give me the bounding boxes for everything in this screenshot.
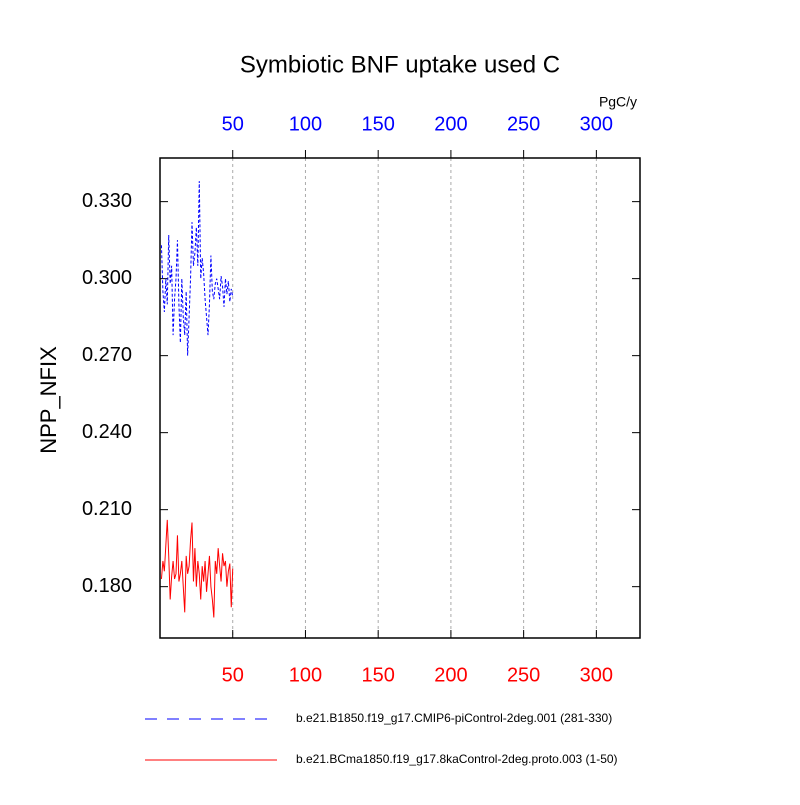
x-top-tick-label: 300	[580, 113, 613, 135]
y-tick-label: 0.330	[82, 190, 132, 212]
top-axis-label: PgC/y	[599, 94, 637, 110]
legend-label: b.e21.BCma1850.f19_g17.8kaControl-2deg.p…	[296, 752, 618, 766]
y-tick-label: 0.210	[82, 498, 132, 520]
x-tick-label: 200	[434, 664, 467, 686]
y-tick-label: 0.300	[82, 267, 132, 289]
x-top-tick-label: 250	[507, 113, 540, 135]
x-top-tick-label: 100	[289, 113, 322, 135]
x-tick-label: 50	[222, 664, 244, 686]
x-top-tick-label: 150	[361, 113, 394, 135]
y-tick-label: 0.180	[82, 575, 132, 597]
chart-title: Symbiotic BNF uptake used C	[240, 51, 560, 78]
series-line	[160, 519, 234, 618]
x-tick-label: 150	[361, 664, 394, 686]
x-top-tick-label: 200	[434, 113, 467, 135]
y-tick-label: 0.240	[82, 421, 132, 443]
x-top-tick-label: 50	[222, 113, 244, 135]
y-tick-label: 0.270	[82, 344, 132, 366]
y-axis-label: NPP_NFIX	[36, 346, 61, 454]
plot-frame	[159, 157, 641, 639]
x-tick-label: 300	[580, 664, 613, 686]
x-tick-label: 250	[507, 664, 540, 686]
series-line	[160, 181, 234, 356]
legend-label: b.e21.B1850.f19_g17.CMIP6-piControl-2deg…	[296, 711, 612, 725]
x-tick-label: 100	[289, 664, 322, 686]
